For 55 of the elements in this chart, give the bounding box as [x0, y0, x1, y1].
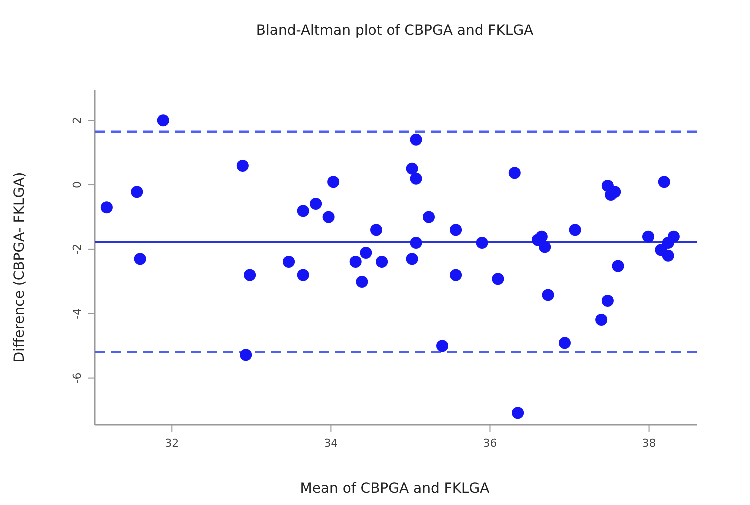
point [310, 198, 322, 210]
y-tick-label: 0 [71, 182, 84, 189]
point [539, 241, 552, 254]
point [536, 230, 548, 243]
point [423, 211, 436, 224]
point [612, 260, 624, 272]
point [450, 224, 462, 236]
point [356, 276, 368, 288]
point [100, 202, 113, 214]
point [131, 186, 144, 198]
point [662, 250, 674, 262]
y-tick-label: -6 [71, 372, 84, 384]
point [476, 237, 488, 250]
x-tick-label: 34 [324, 437, 338, 450]
y-tick-label: -2 [71, 244, 84, 255]
point [283, 256, 296, 268]
point [596, 314, 608, 326]
point [492, 273, 504, 286]
point [450, 269, 462, 282]
point [240, 349, 252, 362]
x-tick-label: 32 [165, 437, 180, 450]
x-tick-label: 36 [483, 437, 498, 450]
y-tick-label: -4 [71, 308, 84, 320]
point [350, 256, 362, 268]
point [602, 294, 614, 307]
point [512, 407, 524, 420]
point [410, 237, 422, 250]
point [297, 269, 310, 282]
point [658, 176, 670, 188]
point [244, 269, 256, 282]
point [376, 256, 388, 268]
point [328, 176, 340, 188]
point [569, 224, 582, 236]
y-axis-title: Difference (CBPGA- FKLGA) [12, 172, 28, 363]
point [236, 160, 249, 172]
point [406, 162, 418, 175]
y-tick-label: 2 [71, 117, 84, 124]
point [157, 114, 170, 127]
point [406, 253, 418, 266]
x-axis-title: Mean of CBPGA and FKLGA [300, 481, 490, 497]
point [370, 224, 383, 236]
point [542, 289, 554, 302]
point [322, 211, 335, 224]
point [410, 134, 422, 146]
point [410, 172, 422, 185]
point [642, 230, 654, 243]
point [134, 253, 146, 266]
point [558, 337, 571, 350]
point [297, 205, 310, 218]
point [668, 230, 680, 243]
point [360, 246, 372, 259]
point [436, 340, 449, 352]
x-tick-label: 38 [642, 437, 656, 450]
chart-title: Bland-Altman plot of CBPGA and FKLGA [256, 23, 534, 39]
point [508, 167, 521, 180]
